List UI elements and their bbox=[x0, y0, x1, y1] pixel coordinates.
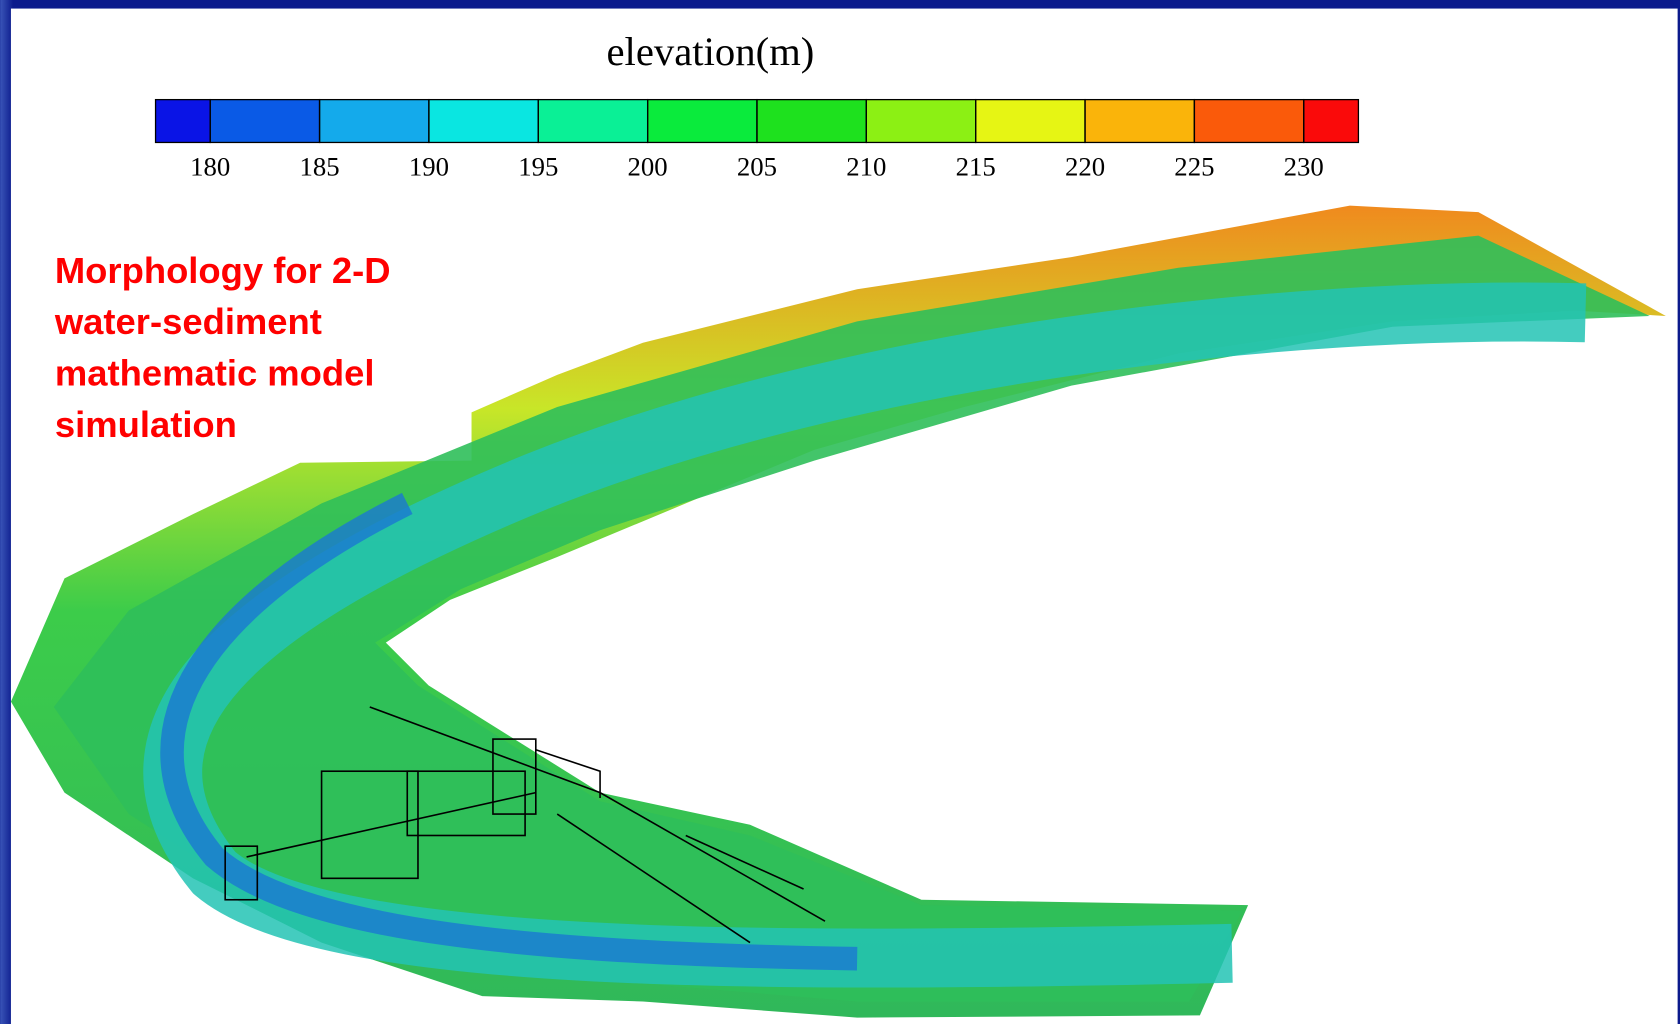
colorbar-segment bbox=[210, 100, 319, 143]
colorbar-segment bbox=[1304, 100, 1359, 143]
colorbar-segment bbox=[1085, 100, 1194, 143]
annotation-line: water-sediment bbox=[54, 301, 322, 342]
tick-label: 230 bbox=[1284, 151, 1324, 181]
colorbar-segment bbox=[156, 100, 211, 143]
tick-label: 185 bbox=[299, 151, 339, 181]
slide: elevation(m) 180 185 190 195 200 205 210 215 220… bbox=[0, 0, 1680, 1024]
colorbar-segment bbox=[1194, 100, 1303, 143]
annotation-line: Morphology for 2-D bbox=[55, 250, 391, 291]
colorbar-segment bbox=[648, 100, 757, 143]
tick-label: 200 bbox=[628, 151, 668, 181]
annotation-line: mathematic model bbox=[55, 353, 375, 394]
colorbar-segment bbox=[866, 100, 975, 143]
tick-label: 195 bbox=[518, 151, 558, 181]
colorbar: 180 185 190 195 200 205 210 215 220 225 230 bbox=[156, 100, 1359, 182]
colorbar-segment bbox=[320, 100, 429, 143]
tick-label: 180 bbox=[190, 151, 230, 181]
colorbar-segment bbox=[538, 100, 647, 143]
tick-label: 220 bbox=[1065, 151, 1105, 181]
tick-label: 205 bbox=[737, 151, 777, 181]
colorbar-segment bbox=[757, 100, 866, 143]
colorbar-title: elevation(m) bbox=[606, 29, 814, 74]
page: elevation(m) 180 185 190 195 200 205 210 215 220… bbox=[0, 0, 1680, 1024]
tick-label: 210 bbox=[846, 151, 886, 181]
colorbar-segment bbox=[429, 100, 538, 143]
colorbar-segment bbox=[976, 100, 1085, 143]
annotation-line: simulation bbox=[55, 404, 237, 445]
tick-label: 215 bbox=[956, 151, 996, 181]
tick-label: 225 bbox=[1174, 151, 1214, 181]
tick-label: 190 bbox=[409, 151, 449, 181]
